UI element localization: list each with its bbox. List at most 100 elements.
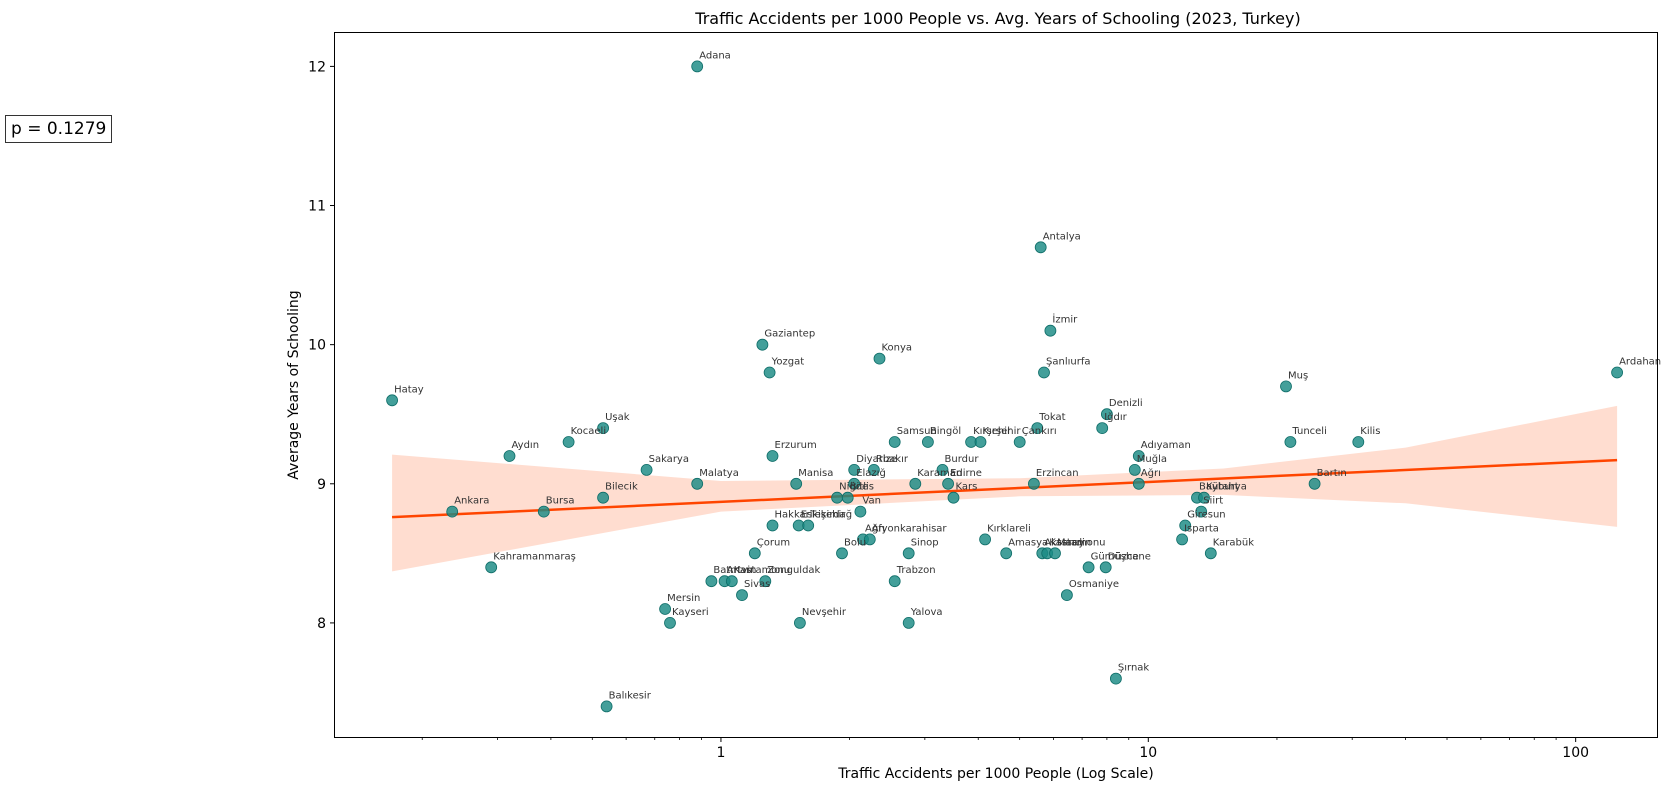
point-label: Şanlıurfa <box>1046 357 1090 368</box>
point-label: Karabük <box>1213 537 1254 548</box>
data-point <box>868 463 880 476</box>
data-point <box>1101 408 1113 421</box>
point-label: Bilecik <box>605 482 638 493</box>
point-label: Osmaniye <box>1069 579 1119 590</box>
data-point <box>763 366 776 379</box>
data-point <box>1028 477 1040 490</box>
data-point <box>759 575 772 588</box>
point-label: Mardin <box>1057 537 1091 548</box>
data-point <box>1308 477 1321 490</box>
point-label: Samsun <box>897 426 937 437</box>
regression-line-layer <box>392 458 1618 519</box>
point-label: Batman <box>713 565 752 576</box>
data-point <box>979 533 991 546</box>
point-label: Tekirdağ <box>809 509 852 521</box>
data-point <box>1280 380 1292 393</box>
data-point <box>1096 422 1109 435</box>
data-point <box>841 491 854 504</box>
data-point <box>836 547 848 560</box>
point-label: Bartın <box>1317 468 1347 479</box>
data-point <box>691 60 704 73</box>
point-label: Kayseri <box>672 607 709 618</box>
point-label: Van <box>862 496 881 507</box>
point-label: Şırnak <box>1118 663 1150 674</box>
point-label: Adıyaman <box>1141 440 1191 451</box>
point-label: Ağrı <box>1141 467 1161 479</box>
data-point <box>597 422 609 435</box>
point-label: Kütahya <box>1206 482 1247 493</box>
point-label: Balıkesir <box>609 690 652 701</box>
data-point <box>537 505 550 518</box>
data-point <box>766 450 779 462</box>
y-tick-label: 9 <box>317 477 326 493</box>
data-point <box>848 477 861 490</box>
data-point <box>503 450 516 462</box>
data-point <box>1110 672 1122 685</box>
point-label: Bingöl <box>930 426 961 437</box>
point-label: Kocaeli <box>571 426 607 437</box>
data-point <box>386 394 399 407</box>
point-label: Uşak <box>605 412 630 423</box>
chart-title: Traffic Accidents per 1000 People vs. Av… <box>694 9 1300 28</box>
x-axis-label: Traffic Accidents per 1000 People (Log S… <box>837 766 1154 782</box>
point-label: Erzurum <box>775 440 817 451</box>
data-point <box>446 505 459 518</box>
point-label: Kastamonu <box>1049 537 1105 548</box>
point-label: Denizli <box>1109 398 1143 409</box>
point-label: Diyarbakır <box>856 454 909 465</box>
point-label: Malatya <box>699 468 739 479</box>
point-label: Zonguldak <box>767 565 820 576</box>
point-label: Mersin <box>667 593 700 604</box>
data-point <box>1013 436 1026 448</box>
point-label: Yozgat <box>771 357 805 368</box>
point-label: Kahramanmaraş <box>493 551 576 562</box>
data-point <box>1044 324 1057 337</box>
data-point <box>936 463 949 476</box>
data-point <box>922 436 934 448</box>
point-label: Eskişehir <box>801 510 847 521</box>
scatter-points-layer <box>386 60 1623 713</box>
data-point <box>1198 491 1210 504</box>
point-label: Kastamonu <box>734 565 790 576</box>
data-point <box>1099 561 1112 574</box>
point-label: Sinop <box>911 537 939 548</box>
data-point <box>600 700 613 713</box>
point-label: Bursa <box>546 496 575 507</box>
data-point <box>1132 477 1145 490</box>
data-point <box>942 477 954 490</box>
point-label: Karaman <box>917 468 962 479</box>
data-point <box>1284 436 1297 448</box>
data-point <box>902 617 915 629</box>
point-label: Çankırı <box>1022 426 1057 437</box>
point-label: Kırşehir <box>973 426 1012 437</box>
y-tick-label: 12 <box>308 59 326 75</box>
data-point <box>597 491 609 504</box>
data-point <box>848 463 861 476</box>
data-point <box>1611 366 1623 379</box>
point-label: Hatay <box>394 384 424 395</box>
point-label: Bayburt <box>1199 482 1239 493</box>
point-label: Sivas <box>744 579 770 590</box>
data-point <box>1352 436 1365 448</box>
data-point <box>691 477 704 490</box>
data-point <box>748 547 761 560</box>
data-point <box>854 505 867 518</box>
data-point <box>766 519 779 532</box>
point-label: Rize <box>876 454 897 465</box>
point-label: Trabzon <box>896 565 936 576</box>
point-label: Kars <box>956 482 978 493</box>
data-point <box>1195 505 1208 518</box>
point-label: İzmir <box>1052 313 1078 326</box>
point-label: Erzincan <box>1036 468 1079 479</box>
data-point <box>1204 547 1217 560</box>
point-label: Burdur <box>945 454 980 465</box>
point-label: Niğde <box>839 481 868 493</box>
data-point <box>1061 589 1073 601</box>
regression-line <box>392 458 1618 519</box>
point-label: Kilis <box>1360 426 1380 437</box>
data-point <box>1038 366 1050 379</box>
data-point <box>1176 533 1188 546</box>
point-label: Nevşehir <box>802 607 847 618</box>
data-point <box>1128 463 1141 476</box>
